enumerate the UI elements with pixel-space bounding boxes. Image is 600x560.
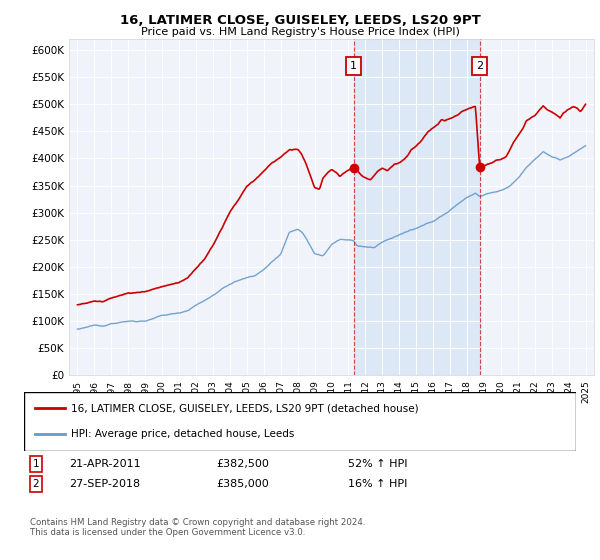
Text: 1: 1 xyxy=(32,459,40,469)
Text: 1: 1 xyxy=(350,61,357,71)
Text: £385,000: £385,000 xyxy=(216,479,269,489)
Text: Price paid vs. HM Land Registry's House Price Index (HPI): Price paid vs. HM Land Registry's House … xyxy=(140,27,460,37)
Text: 2: 2 xyxy=(32,479,40,489)
Text: 2: 2 xyxy=(476,61,483,71)
Text: 27-SEP-2018: 27-SEP-2018 xyxy=(69,479,140,489)
Bar xyxy=(353,39,479,375)
Text: 21-APR-2011: 21-APR-2011 xyxy=(69,459,140,469)
Text: 16, LATIMER CLOSE, GUISELEY, LEEDS, LS20 9PT (detached house): 16, LATIMER CLOSE, GUISELEY, LEEDS, LS20… xyxy=(71,403,419,413)
Text: 16, LATIMER CLOSE, GUISELEY, LEEDS, LS20 9PT: 16, LATIMER CLOSE, GUISELEY, LEEDS, LS20… xyxy=(119,14,481,27)
Text: Contains HM Land Registry data © Crown copyright and database right 2024.
This d: Contains HM Land Registry data © Crown c… xyxy=(30,518,365,538)
Text: HPI: Average price, detached house, Leeds: HPI: Average price, detached house, Leed… xyxy=(71,430,294,440)
Text: 52% ↑ HPI: 52% ↑ HPI xyxy=(348,459,407,469)
FancyBboxPatch shape xyxy=(24,392,576,451)
Text: £382,500: £382,500 xyxy=(216,459,269,469)
Text: 16% ↑ HPI: 16% ↑ HPI xyxy=(348,479,407,489)
